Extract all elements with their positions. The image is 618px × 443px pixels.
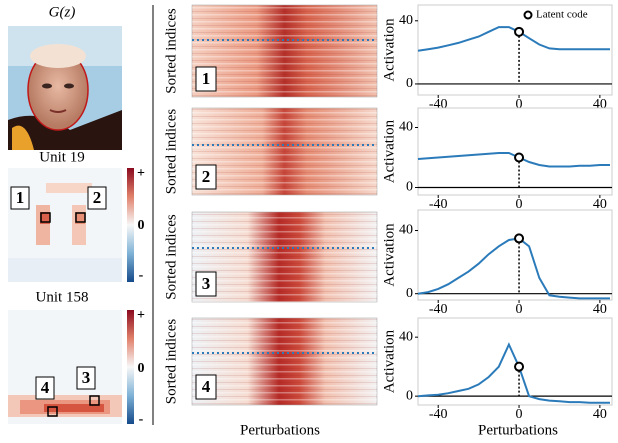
y-axis-label: Sorted indices	[163, 8, 179, 94]
colorbar	[127, 168, 134, 282]
image-title: G(z)	[49, 4, 76, 20]
x-tick-label: -40	[429, 97, 448, 112]
y-axis-label: Activation	[381, 223, 397, 287]
panel-number: 2	[202, 167, 211, 186]
unit-heatmap	[8, 310, 122, 424]
latent-point	[514, 26, 525, 37]
marker-label: 3	[82, 368, 91, 387]
line-series	[417, 237, 610, 300]
x-tick-label: 40	[593, 97, 607, 112]
marker-label: 1	[16, 188, 25, 207]
y-tick-label: 40	[399, 329, 413, 344]
legend-marker	[523, 10, 533, 20]
marker-label: 2	[93, 188, 102, 207]
colorbar	[127, 310, 134, 424]
latent-point	[514, 152, 525, 163]
middle-column: 1 Sorted indices 2 Sorted indices 3 Sorted in…	[163, 4, 378, 406]
heatmap-texture	[192, 212, 377, 302]
x-tick-label: 0	[516, 97, 523, 112]
x-axis-label: Perturbations	[478, 422, 558, 438]
y-tick-label: 0	[406, 388, 413, 403]
x-tick-label: 0	[516, 302, 523, 317]
unit-label: Unit 19	[39, 149, 84, 165]
y-tick-label: 0	[406, 286, 413, 301]
y-axis-label: Activation	[381, 18, 397, 82]
colorbar-label: -	[139, 412, 144, 427]
colorbar-label: -	[139, 268, 144, 283]
legend-label: Latent code	[536, 9, 588, 21]
y-axis-label: Activation	[381, 119, 397, 183]
line-series	[417, 26, 610, 52]
colorbar-label: 0	[138, 218, 145, 233]
panel-number-box	[195, 164, 217, 190]
colorbar-label: +	[137, 166, 145, 181]
heatmap-texture	[192, 5, 377, 97]
line-series	[417, 342, 610, 404]
y-axis-label: Sorted indices	[163, 319, 179, 405]
y-axis-label: Sorted indices	[163, 109, 179, 195]
x-tick-label: 40	[593, 302, 607, 317]
plot-frame	[417, 107, 613, 196]
heatmap-texture	[192, 318, 377, 405]
panel-number: 3	[202, 274, 211, 293]
x-axis-label: Perturbations	[240, 422, 320, 438]
y-axis-label: Sorted indices	[163, 214, 179, 300]
x-tick-label: -40	[429, 407, 448, 422]
marker-label: 4	[41, 378, 50, 397]
latent-point	[514, 361, 525, 372]
line-series	[417, 152, 610, 168]
x-tick-label: 0	[516, 407, 523, 422]
y-tick-label: 40	[399, 223, 413, 238]
generated-image	[8, 26, 122, 150]
x-tick-label: -40	[429, 197, 448, 212]
panel-number-box	[195, 374, 217, 400]
unit-label: Unit 158	[36, 289, 89, 305]
unit-heatmap	[8, 168, 122, 282]
plot-frame	[417, 209, 613, 301]
heatmap-texture	[192, 108, 377, 195]
x-tick-label: -40	[429, 302, 448, 317]
y-tick-label: 0	[406, 180, 413, 195]
y-tick-label: 40	[399, 120, 413, 135]
x-tick-label: 40	[593, 407, 607, 422]
panel-number: 1	[202, 69, 211, 88]
panel-number: 4	[202, 377, 211, 396]
y-axis-label: Activation	[381, 329, 397, 393]
panel-number-box	[195, 271, 217, 297]
plot-frame	[417, 317, 613, 406]
panel-number-box	[195, 66, 217, 92]
y-tick-label: 40	[399, 13, 413, 28]
y-tick-label: 0	[406, 76, 413, 91]
colorbar-label: +	[137, 308, 145, 323]
latent-point	[514, 233, 525, 244]
colorbar-label: 0	[138, 361, 145, 376]
x-tick-label: 40	[593, 197, 607, 212]
x-tick-label: 0	[516, 197, 523, 212]
